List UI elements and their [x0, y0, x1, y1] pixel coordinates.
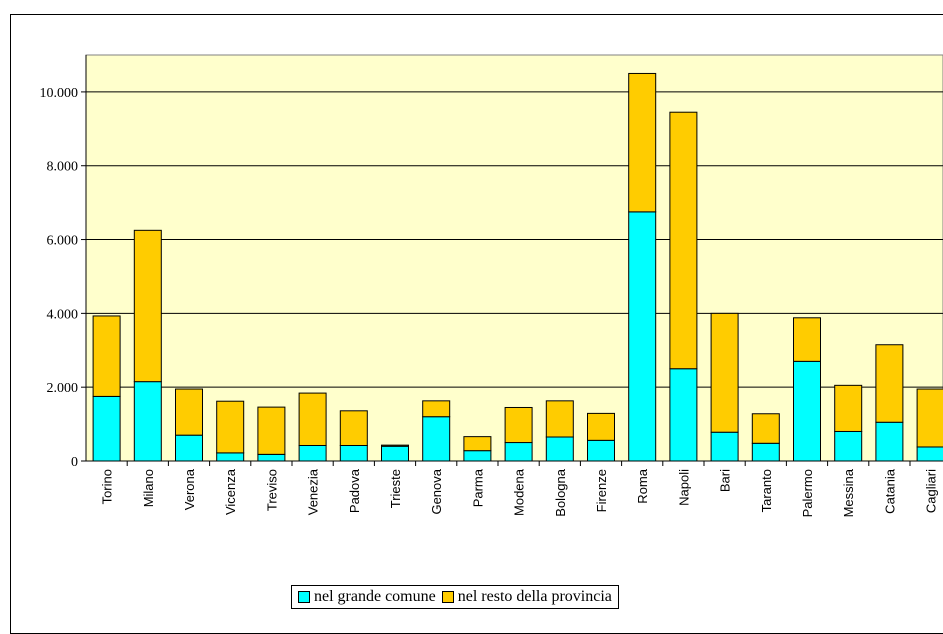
- bar-segment: [669, 111, 698, 370]
- bar-segment: [175, 388, 203, 436]
- x-tick-label: Palermo: [800, 469, 815, 517]
- x-tick-label: Napoli: [676, 469, 691, 506]
- bar-segment: [916, 388, 943, 448]
- bar-segment: [257, 453, 286, 462]
- x-tick-label: Padova: [347, 468, 362, 513]
- bar-segment: [298, 392, 327, 446]
- bar-segment: [875, 344, 904, 423]
- bar-segment: [875, 421, 904, 462]
- bar-segment: [216, 452, 245, 462]
- bar-segment: [710, 312, 739, 433]
- x-tick-label: Parma: [470, 468, 485, 507]
- legend-item-1: nel resto della provincia: [441, 588, 612, 606]
- bar-segment: [92, 395, 121, 462]
- y-tick-label: 6.000: [47, 234, 79, 249]
- bars: [92, 72, 943, 462]
- bar-segment: [834, 430, 863, 462]
- bar-segment: [133, 381, 162, 462]
- bar-segment: [133, 229, 162, 383]
- bar-segment: [793, 360, 821, 462]
- bar-segment: [257, 406, 286, 455]
- bar-segment: [381, 445, 409, 462]
- x-tick-label: Firenze: [594, 469, 609, 512]
- y-tick-label: 8.000: [47, 160, 79, 175]
- x-tick-label: Cagliari: [924, 469, 939, 513]
- stacked-bar-chart: 0 2.000 4.000 6.000 8.000 10.000 Torino Milano…: [40, 54, 943, 517]
- bar-segment: [339, 444, 368, 462]
- bar-segment: [216, 400, 245, 454]
- x-tick-label: Taranto: [759, 469, 774, 512]
- y-tick-label: 0: [71, 455, 78, 470]
- bar-segment: [92, 315, 121, 397]
- legend: nel grande comune nel resto della provin…: [291, 585, 619, 609]
- x-tick-label: Modena: [512, 468, 527, 516]
- bar-segment: [381, 444, 409, 447]
- bar-segment: [587, 412, 615, 441]
- bar-segment: [504, 442, 533, 462]
- x-tick-label: Milano: [141, 469, 156, 507]
- bar-segment: [751, 413, 780, 444]
- x-tick-label: Bologna: [553, 468, 568, 516]
- bar-segment: [422, 400, 451, 418]
- x-tick-label: Verona: [182, 468, 197, 510]
- x-tick-labels: Torino Milano Verona Vicenza Treviso Venezia P…: [100, 461, 939, 517]
- x-tick-label: Roma: [635, 468, 650, 503]
- bar-segment: [545, 400, 574, 438]
- legend-label-1: nel resto della provincia: [457, 588, 612, 605]
- bar-segment: [463, 436, 492, 452]
- x-tick-label: Venezia: [306, 468, 321, 515]
- bar-segment: [710, 431, 739, 462]
- bar-segment: [463, 450, 492, 462]
- bar-segment: [339, 410, 368, 446]
- x-tick-label: Messina: [841, 468, 856, 517]
- bar-segment: [545, 436, 574, 462]
- x-tick-label: Genova: [429, 468, 444, 514]
- bar-segment: [504, 406, 533, 444]
- legend-item-0: nel grande comune: [298, 588, 436, 606]
- y-tick-labels: 0 2.000 4.000 6.000 8.000 10.000: [40, 86, 86, 470]
- x-tick-label: Treviso: [264, 469, 279, 511]
- bar-segment: [751, 442, 780, 462]
- bar-segment: [628, 72, 657, 213]
- x-tick-label: Catania: [882, 468, 897, 514]
- bar-segment: [793, 317, 821, 362]
- bar-segment: [669, 368, 698, 462]
- x-tick-label: Trieste: [388, 469, 403, 508]
- x-tick-label: Bari: [718, 469, 733, 492]
- bar-segment: [628, 211, 657, 462]
- x-tick-label: Vicenza: [223, 468, 238, 515]
- y-tick-label: 10.000: [40, 86, 79, 101]
- bar-segment: [834, 384, 863, 432]
- bar-segment: [298, 444, 327, 462]
- bar-segment: [422, 416, 451, 462]
- x-tick-label: Torino: [100, 469, 115, 504]
- legend-swatch-0: [298, 591, 310, 603]
- y-tick-label: 2.000: [47, 381, 79, 396]
- y-tick-label: 4.000: [47, 307, 79, 322]
- legend-label-0: nel grande comune: [314, 588, 436, 605]
- legend-swatch-1: [441, 591, 454, 603]
- bar-segment: [175, 434, 203, 462]
- bar-segment: [587, 439, 615, 462]
- bar-segment: [916, 446, 943, 462]
